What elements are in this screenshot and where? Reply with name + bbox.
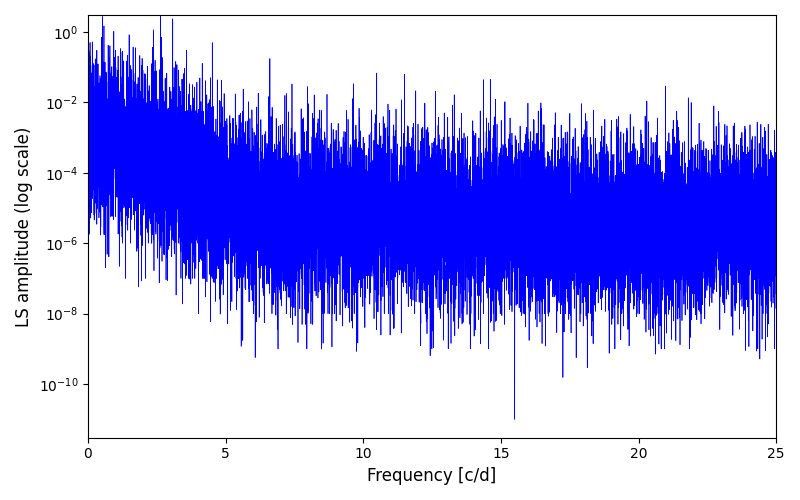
X-axis label: Frequency [c/d]: Frequency [c/d] <box>367 467 497 485</box>
Y-axis label: LS amplitude (log scale): LS amplitude (log scale) <box>15 126 33 326</box>
